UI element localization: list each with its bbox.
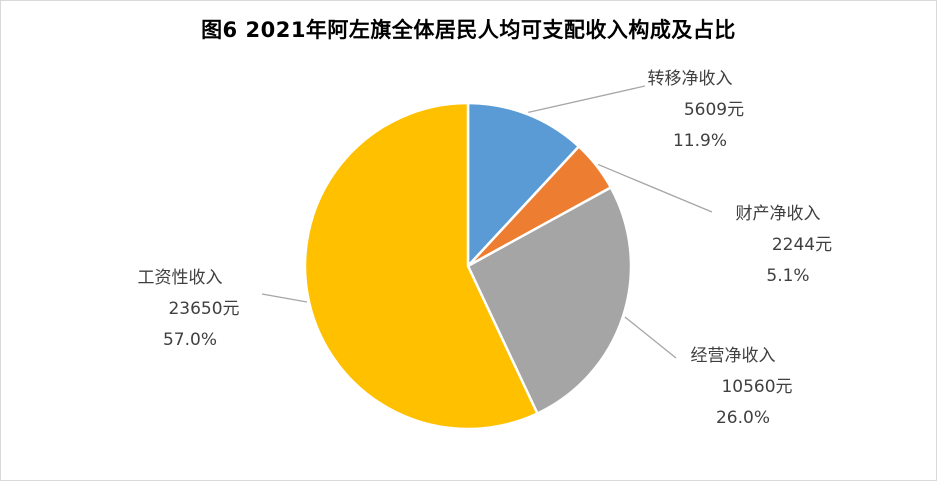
pie-slice-1: [466, 101, 581, 270]
slice-name-label-2: 财产净收入: [736, 204, 821, 224]
slice-percent-label-2: 5.1%: [766, 266, 809, 286]
slice-value-label-2: 2244元: [772, 235, 832, 255]
slice-value-label-3: 10560元: [721, 377, 792, 397]
slice-percent-label-1: 11.9%: [673, 131, 727, 151]
leader-line-3: [624, 316, 677, 359]
pie-slice-3: [466, 185, 633, 416]
leader-line-2: [597, 163, 713, 213]
slice-percent-label-3: 26.0%: [716, 408, 770, 428]
slice-value-label-1: 5609元: [684, 100, 744, 120]
leader-line-4: [261, 293, 308, 303]
chart-title: 图6 2021年阿左旗全体居民人均可支配收入构成及占比: [201, 18, 736, 42]
slice-percent-label-4: 57.0%: [163, 330, 217, 350]
slice-name-label-4: 工资性收入: [138, 268, 223, 288]
slice-name-label-3: 经营净收入: [691, 346, 776, 366]
leader-line-1: [528, 85, 646, 114]
slice-value-label-4: 23650元: [168, 299, 239, 319]
slice-name-label-1: 转移净收入: [648, 69, 733, 89]
pie-slice-4: [303, 101, 540, 431]
